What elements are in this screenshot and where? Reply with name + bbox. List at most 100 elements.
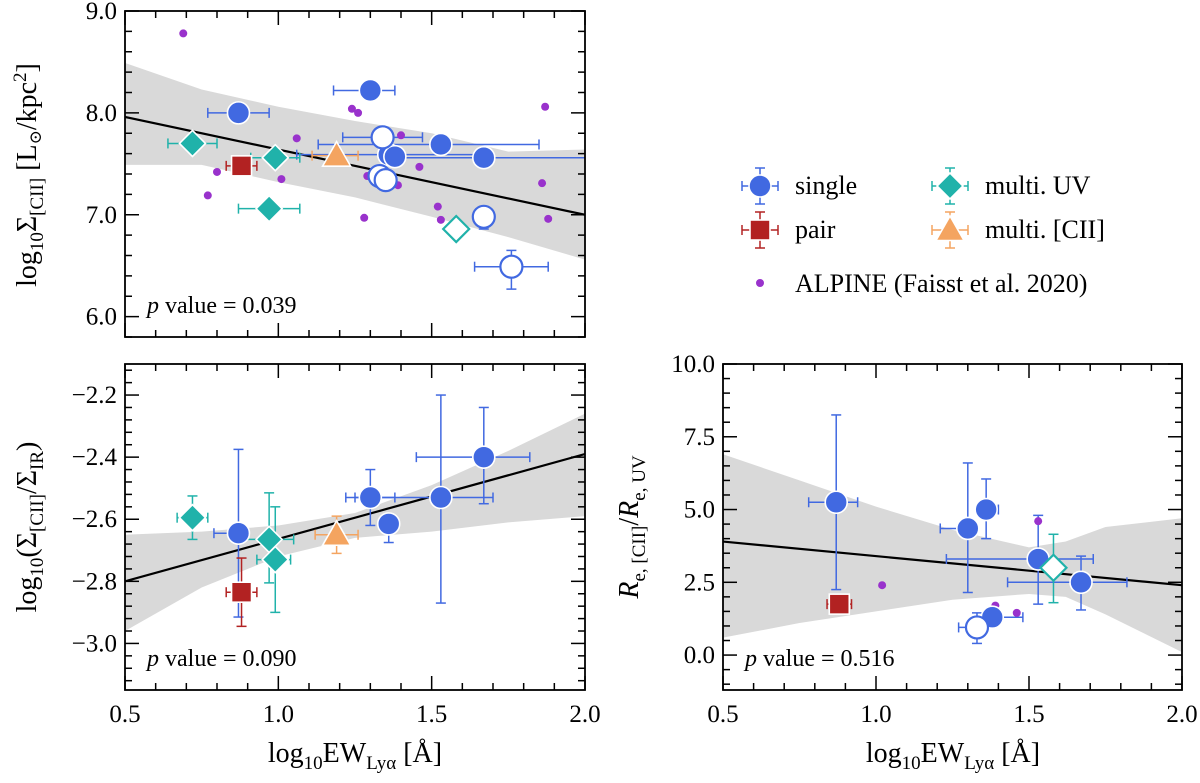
data-point-single — [358, 485, 383, 510]
p-value-text: value = 0.039 — [159, 293, 297, 319]
data-point-alpine — [541, 102, 550, 111]
confidence-band — [723, 454, 1182, 653]
legend-entry-multi-cii: multi. [CII] — [931, 211, 1105, 249]
legend-entry-multi-uv: multi. UV — [931, 167, 1091, 205]
data-point-multi-uv — [261, 545, 290, 574]
confidence-band — [125, 413, 585, 632]
data-point-multi-uv — [441, 214, 471, 244]
data-point-multi-uv — [261, 143, 290, 172]
p-value-annotation: p value = 0.090 — [145, 646, 297, 672]
axes-frame — [722, 363, 1183, 691]
legend-label-pair: pair — [795, 215, 836, 244]
legend-marker-multi-uv — [931, 167, 969, 205]
legend: single multi. UV pair multi. [CII] ALPIN… — [741, 167, 1105, 298]
y-axis-label-bottom-right: Re, [CII]/Re, UV — [614, 455, 650, 600]
data-point-alpine — [179, 29, 188, 38]
legend-marker-multi-cii — [934, 214, 966, 242]
legend-marker-single — [748, 174, 772, 198]
y-axis-label-top-left: log10Σ[CII] [L⊙/kpc2] — [10, 63, 48, 287]
fit-line — [723, 540, 1182, 587]
data-point-alpine — [436, 215, 445, 224]
y-tick-label: 0.0 — [684, 642, 715, 669]
data-point-single — [1069, 570, 1093, 595]
legend-marker-multi-uv — [935, 171, 965, 201]
legend-marker-pair — [749, 219, 771, 241]
data-point-single — [429, 132, 453, 157]
x-axis-label-bottom-right: log10EWLyα [Å] — [866, 738, 1040, 774]
data-point-single — [471, 445, 496, 469]
data-point-multi-uv — [178, 503, 207, 532]
data-point-single — [499, 254, 524, 279]
data-point-pair — [828, 593, 851, 615]
legend-entry-alpine: ALPINE (Faisst et al. 2020) — [756, 269, 1087, 298]
data-point-single — [471, 145, 496, 170]
x-tick-label: 1.5 — [416, 701, 447, 728]
y-tick-label: 7.5 — [684, 424, 715, 451]
x-tick-label: 1.0 — [860, 701, 891, 728]
y-tick-label: 6.0 — [86, 304, 117, 331]
data-point-multi-uv — [1038, 553, 1069, 583]
data-point-multi-uv — [178, 129, 207, 158]
data-point-single — [964, 615, 990, 640]
plot-area — [125, 29, 585, 290]
data-point-single — [824, 490, 849, 515]
data-point-alpine — [1012, 608, 1021, 617]
data-point-alpine — [360, 213, 369, 222]
p-value-annotation: p value = 0.516 — [743, 646, 895, 672]
data-point-alpine — [397, 131, 405, 140]
y-tick-label: 10.0 — [671, 351, 715, 378]
data-point-single — [373, 168, 398, 193]
panel-top-left: 6.0 7.0 8.0 9.0 p value = 0.039 — [86, 0, 586, 338]
y-tick-label: 5.0 — [684, 497, 715, 524]
panel-bottom-right: 0.5 1.0 1.5 2.0 0.0 2.5 5.0 7.5 10.0 p value = 0.… — [671, 351, 1197, 728]
legend-label-alpine: ALPINE (Faisst et al. 2020) — [795, 269, 1087, 298]
x-tick-label: 1.5 — [1013, 701, 1044, 728]
y-tick-label: 2.5 — [684, 569, 715, 596]
p-value-symbol: p — [743, 646, 757, 672]
data-point-pair — [230, 155, 253, 177]
data-point-single — [358, 78, 383, 103]
data-point-alpine — [203, 191, 212, 200]
data-point-multi-cii — [321, 140, 352, 167]
plot-area — [723, 414, 1182, 653]
data-point-alpine — [1034, 517, 1043, 526]
y-tick-label: −3.0 — [72, 630, 117, 657]
data-point-pair — [230, 581, 253, 604]
panel-bottom-left: 0.5 1.0 1.5 2.0 −2.2 −2.4 −2.6 −2.8 −3.0 p value … — [72, 363, 601, 728]
data-point-single — [370, 125, 395, 150]
x-tick-label: 2.0 — [569, 701, 600, 728]
data-point-alpine — [347, 104, 356, 113]
axes-frame — [124, 363, 586, 691]
data-point-alpine — [433, 202, 442, 211]
data-point-alpine — [354, 108, 363, 117]
data-point-single — [471, 204, 496, 229]
y-tick-label: −2.6 — [72, 506, 117, 533]
y-tick-label: 9.0 — [86, 0, 117, 25]
p-value-text: value = 0.090 — [159, 646, 297, 672]
legend-marker-alpine — [756, 279, 764, 287]
data-point-single — [376, 512, 401, 536]
data-point-alpine — [415, 162, 424, 171]
p-value-annotation: p value = 0.039 — [145, 293, 297, 319]
y-axis-label-bottom-left: log10(Σ[CII]/ΣIR) — [12, 442, 48, 613]
x-axis-label-bottom-left: log10EWLyα [Å] — [268, 738, 442, 774]
data-point-alpine — [292, 134, 301, 143]
data-point-single — [429, 485, 453, 510]
plot-area — [125, 394, 585, 632]
data-point-single — [226, 101, 251, 125]
y-tick-label: −2.2 — [72, 382, 117, 409]
data-point-alpine — [213, 167, 221, 176]
y-tick-label: −2.8 — [72, 568, 117, 595]
p-value-text: value = 0.516 — [757, 646, 895, 672]
x-tick-label: 0.5 — [109, 701, 140, 728]
data-point-alpine — [538, 179, 547, 188]
legend-entry-pair: pair — [741, 211, 836, 249]
legend-marker-alpine — [756, 279, 764, 287]
p-value-symbol: p — [145, 646, 159, 672]
data-point-single — [955, 516, 980, 541]
p-value-symbol: p — [145, 293, 159, 319]
y-tick-label: 7.0 — [86, 202, 117, 229]
x-tick-label: 0.5 — [707, 701, 738, 728]
legend-marker-multi-cii — [931, 211, 969, 249]
